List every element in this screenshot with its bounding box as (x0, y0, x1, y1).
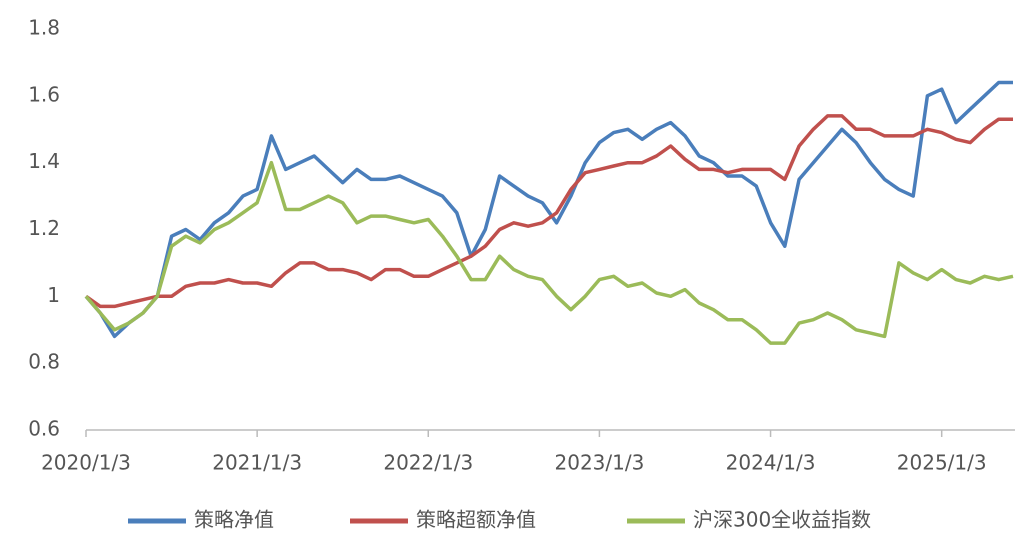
legend-label: 策略超额净值 (416, 508, 536, 532)
y-tick-label: 0.8 (28, 350, 60, 374)
legend-label: 沪深300全收益指数 (693, 508, 871, 532)
x-tick-label: 2020/1/3 (41, 451, 131, 475)
x-tick-label: 2021/1/3 (212, 451, 302, 475)
series-line (84, 160, 1014, 345)
x-tick-label: 2025/1/3 (897, 451, 987, 475)
y-tick-label: 1 (47, 283, 60, 307)
series-line (84, 114, 1013, 309)
legend-label: 策略净值 (194, 508, 274, 532)
y-tick-label: 1.2 (28, 216, 60, 240)
y-tick-label: 1.6 (28, 82, 60, 106)
x-tick-label: 2024/1/3 (726, 451, 816, 475)
series-line (84, 80, 1013, 339)
x-tick-label: 2023/1/3 (555, 451, 645, 475)
y-tick-label: 1.8 (28, 16, 60, 40)
y-tick-label: 0.6 (28, 417, 60, 441)
x-tick-label: 2022/1/3 (383, 451, 473, 475)
y-tick-label: 1.4 (28, 149, 60, 173)
